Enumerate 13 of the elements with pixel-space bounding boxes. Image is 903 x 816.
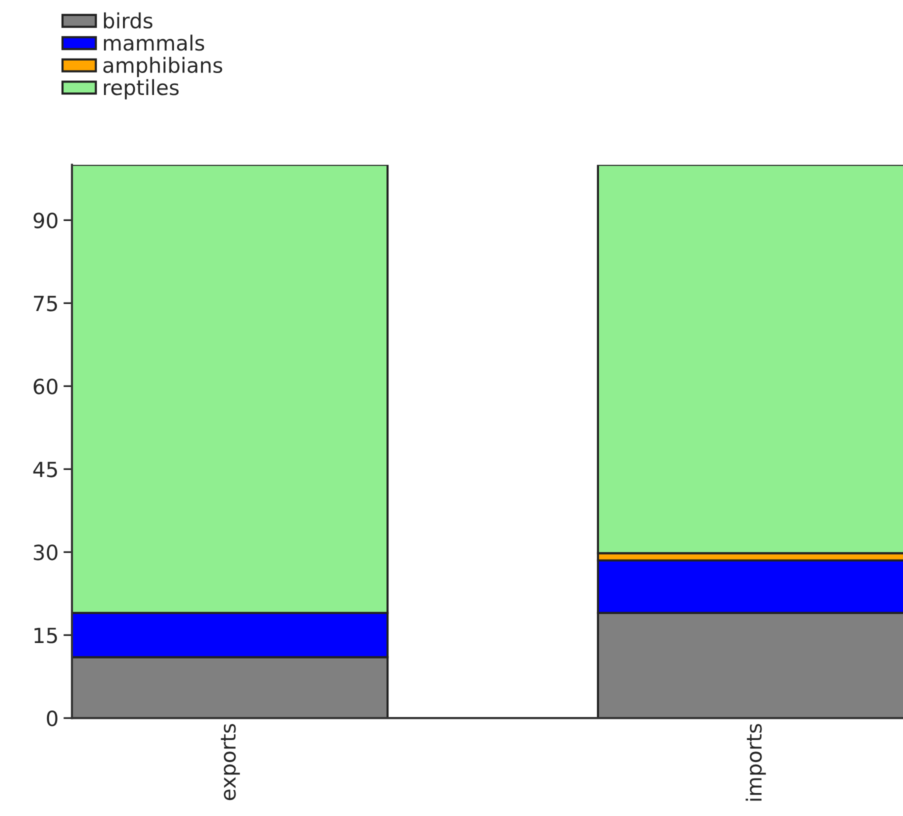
x-tick-label: imports (746, 724, 766, 801)
legend-label: amphibians (103, 56, 222, 78)
y-tick-label: 75 (34, 296, 57, 312)
legend-label: mammals (104, 34, 204, 51)
x-tick-label: exports (220, 724, 240, 800)
y-tick-label: 90 (34, 212, 58, 228)
legend-label: birds (104, 12, 152, 29)
legend-label: reptiles (104, 79, 179, 100)
y-tick-label: 60 (34, 378, 58, 394)
y-tick-label: 0 (46, 710, 58, 726)
y-tick-label: 45 (33, 462, 57, 478)
y-tick-label: 30 (34, 544, 58, 560)
y-tick-label: 15 (34, 628, 57, 644)
